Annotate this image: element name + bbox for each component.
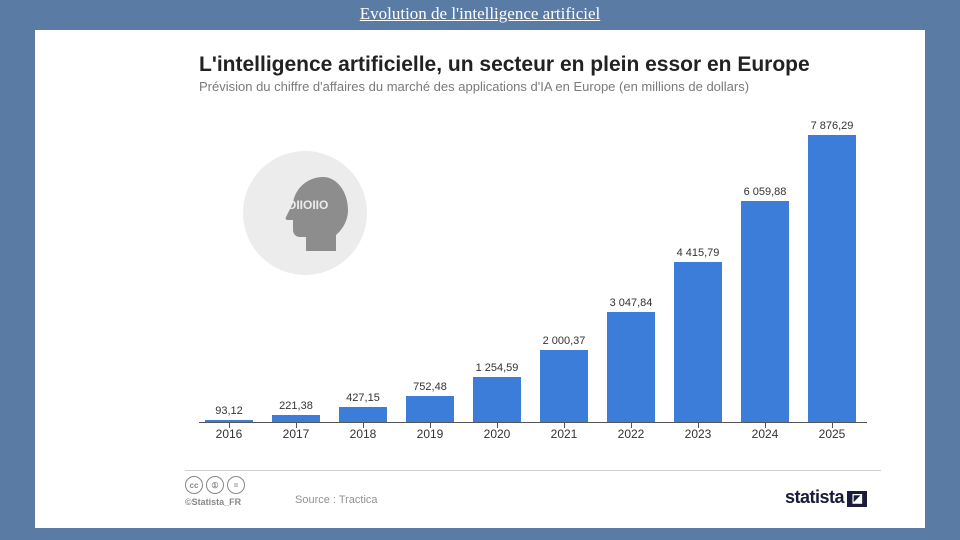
source-label: Source : Tractica — [295, 494, 378, 506]
plot-area: IOIIOIIO 93,12 221,38 427,15 752,48 1 254,59… — [199, 115, 867, 445]
chart-title: L'intelligence artificielle, un secteur … — [175, 35, 891, 79]
bar — [339, 407, 387, 423]
bar-value-label: 427,15 — [333, 392, 393, 404]
bar — [607, 312, 655, 423]
bar-value-label: 93,12 — [199, 405, 259, 417]
bar-value-label: 6 059,88 — [735, 186, 795, 198]
page-title: Evolution de l'intelligence artificiel — [360, 4, 601, 23]
bar-value-label: 7 876,29 — [802, 120, 862, 132]
bar — [674, 262, 722, 423]
cc-icon: cc — [185, 476, 203, 494]
copyright-text: ©Statista_FR — [185, 497, 881, 507]
footer-divider — [185, 470, 881, 471]
cc-badges: cc ① = — [185, 476, 245, 494]
bar — [406, 396, 454, 424]
chart-footer: cc ① = ©Statista_FR Source : Tractica st… — [185, 476, 881, 510]
bar — [540, 350, 588, 423]
x-tick-label: 2025 — [802, 427, 862, 441]
x-tick-label: 2017 — [266, 427, 326, 441]
x-tick-label: 2019 — [400, 427, 460, 441]
x-tick-label: 2024 — [735, 427, 795, 441]
x-tick-label: 2021 — [534, 427, 594, 441]
x-tick-label: 2023 — [668, 427, 728, 441]
binary-text: IOIIOIIO — [284, 198, 329, 212]
brand-mark-icon: ◪ — [847, 491, 867, 507]
bar — [741, 201, 789, 423]
by-icon: ① — [206, 476, 224, 494]
bar-value-label: 221,38 — [266, 400, 326, 412]
page-header: Evolution de l'intelligence artificiel — [0, 0, 960, 30]
brand-logo: statista◪ — [785, 487, 867, 508]
x-ticks: 2016 2017 2018 2019 2020 2021 2022 2023 2024 2025 — [199, 423, 867, 445]
chart-card: L'intelligence artificielle, un secteur … — [35, 30, 925, 528]
x-tick-label: 2018 — [333, 427, 393, 441]
bar-value-label: 4 415,79 — [668, 247, 728, 259]
nd-icon: = — [227, 476, 245, 494]
bar — [808, 135, 856, 423]
x-tick-label: 2016 — [199, 427, 259, 441]
ai-head-icon: IOIIOIIO — [241, 149, 369, 277]
x-tick-label: 2020 — [467, 427, 527, 441]
bar-value-label: 752,48 — [400, 381, 460, 393]
brand-text: statista — [785, 487, 844, 507]
x-tick-label: 2022 — [601, 427, 661, 441]
bar-value-label: 2 000,37 — [534, 335, 594, 347]
chart-subtitle: Prévision du chiffre d'affaires du march… — [175, 79, 891, 94]
bar — [473, 377, 521, 423]
bar-value-label: 1 254,59 — [467, 362, 527, 374]
chart-inner: L'intelligence artificielle, un secteur … — [175, 35, 891, 518]
bar-value-label: 3 047,84 — [601, 297, 661, 309]
bars-area: IOIIOIIO 93,12 221,38 427,15 752,48 1 254,59… — [199, 135, 867, 423]
